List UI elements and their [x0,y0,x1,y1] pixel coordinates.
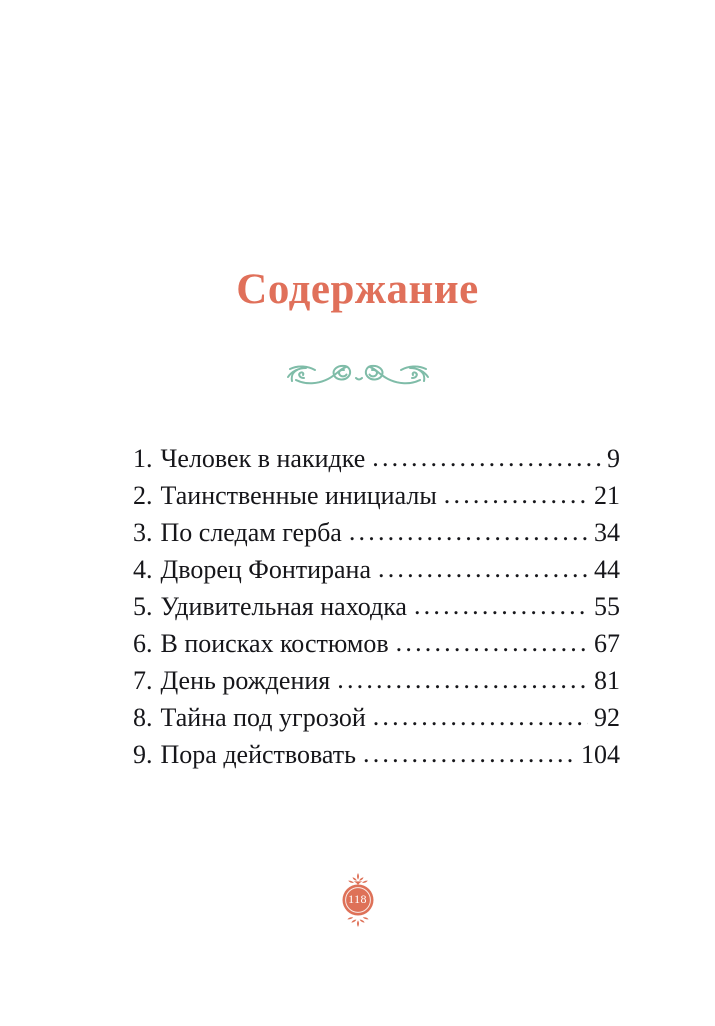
toc-entry-number: 5. [133,592,153,621]
toc-entry-number: 7. [133,666,153,695]
toc-entry[interactable]: 3. По следам герба 34 [133,514,620,551]
page-number-badge [0,872,715,928]
toc-entry-title: Дворец Фонтирана [160,555,372,584]
toc-entry[interactable]: 7. День рождения 81 [133,662,620,699]
toc-entry-number: 8. [133,703,153,732]
toc-entry-number: 1. [133,444,153,473]
toc-entry-number: 6. [133,629,153,658]
table-of-contents: 1. Человек в накидке 9 2. Таинственные и… [133,440,620,773]
toc-entry[interactable]: 4. Дворец Фонтирана 44 [133,551,620,588]
page-number-text: 118 [348,892,367,906]
page-title: Содержание [236,266,479,313]
toc-entry[interactable]: 6. В поисках костюмов 67 [133,625,620,662]
flourish-divider-icon [286,364,429,385]
toc-entry-title: Тайна под угрозой [160,703,366,732]
toc-entry-title: По следам герба [160,518,342,547]
toc-entry[interactable]: 8. Тайна под угрозой 92 [133,699,620,736]
toc-entry-page: 81 [594,666,620,695]
toc-entry-title: День рождения [160,666,331,695]
toc-entry-page: 55 [594,592,620,621]
toc-entry-page: 9 [607,444,620,473]
toc-entry-number: 4. [133,555,153,584]
toc-entry-number: 9. [133,740,153,769]
toc-entry-page: 21 [594,481,620,510]
toc-dot-leader [373,698,588,735]
toc-entry[interactable]: 2. Таинственные инициалы 21 [133,477,620,514]
page-number-badge-icon [342,873,373,927]
toc-entry-number: 3. [133,518,153,547]
toc-entry-page: 67 [594,629,620,658]
toc-entry-title: В поисках костюмов [160,629,389,658]
page-number-circle [342,884,373,916]
toc-entry-number: 2. [133,481,153,510]
toc-dot-leader [444,476,588,513]
toc-entry-page: 34 [594,518,620,547]
toc-entry-page: 44 [594,555,620,584]
toc-dot-leader [372,439,601,476]
toc-entry-page: 104 [581,740,620,769]
toc-entry-page: 92 [594,703,620,732]
toc-entry[interactable]: 1. Человек в накидке 9 [133,440,620,477]
toc-dot-leader [337,661,588,698]
toc-dot-leader [378,550,588,587]
flourish-divider-ornament [0,356,715,390]
toc-entry[interactable]: 5. Удивительная находка 55 [133,588,620,625]
toc-dot-leader [363,735,575,772]
toc-dot-leader [349,513,588,550]
toc-entry-title: Человек в накидке [160,444,366,473]
toc-entry[interactable]: 9. Пора действовать 104 [133,736,620,773]
toc-entry-title: Удивительная находка [160,592,407,621]
toc-dot-leader [414,587,588,624]
toc-entry-title: Таинственные инициалы [160,481,437,510]
toc-dot-leader [396,624,588,661]
toc-entry-title: Пора действовать [160,740,357,769]
